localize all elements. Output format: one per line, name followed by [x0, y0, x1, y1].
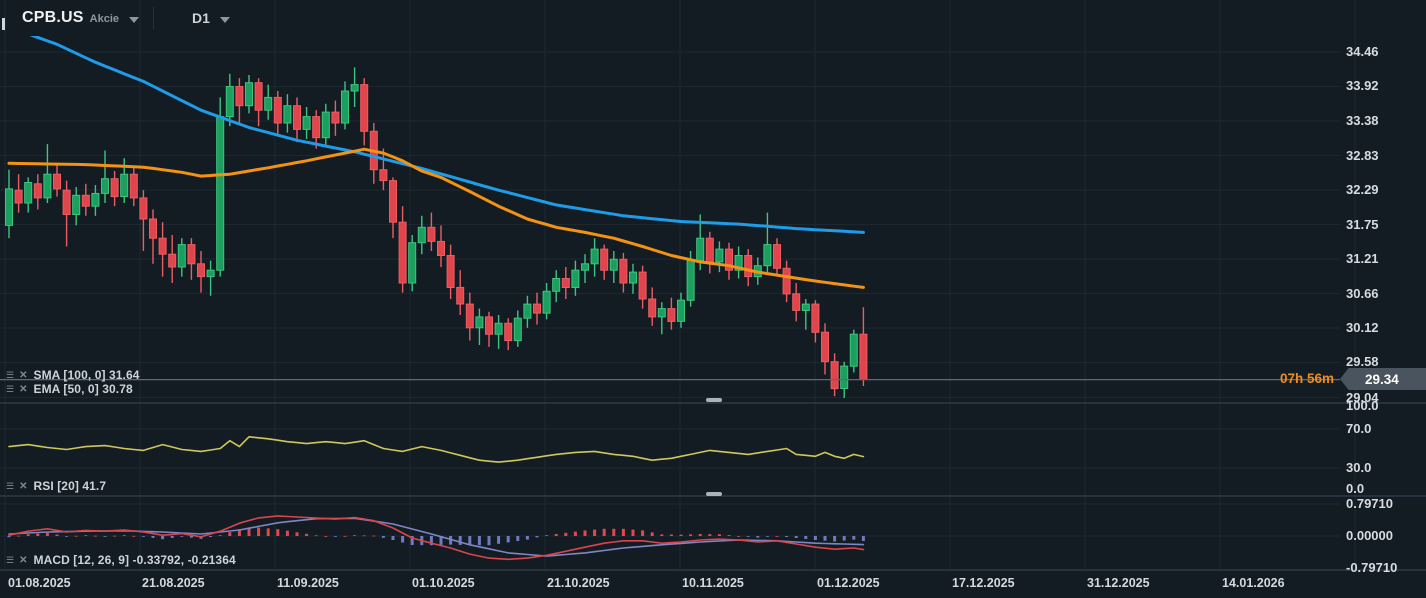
date-tick: 10.11.2025: [682, 576, 744, 590]
symbol-dropdown-caret-icon[interactable]: [129, 16, 140, 23]
ema-legend-label: EMA [50, 0] 30.78: [33, 382, 133, 396]
price-tick: 31.21: [1346, 251, 1379, 266]
price-tick: 29.04: [1346, 390, 1379, 405]
rsi-settings-icon[interactable]: ☰: [6, 480, 15, 491]
ema-settings-icon[interactable]: ☰: [6, 383, 15, 394]
timeframe-selector[interactable]: D1: [192, 10, 210, 26]
price-tick: 30.12: [1346, 320, 1379, 335]
price-tick: 34.46: [1346, 44, 1379, 59]
instrument-type-label: Akcie: [89, 13, 120, 25]
macd-legend-row: ☰ ✕ MACD [12, 26, 9] -0.33792, -0.21364: [6, 553, 236, 567]
macd-remove-icon[interactable]: ✕: [19, 554, 28, 566]
macd-tick: 0.79710: [1346, 496, 1393, 511]
current-price-tag: 29.34: [1340, 368, 1426, 390]
rsi-remove-icon[interactable]: ✕: [19, 480, 28, 492]
date-tick: 31.12.2025: [1087, 576, 1150, 590]
date-tick: 21.10.2025: [547, 576, 610, 590]
date-tick: 01.10.2025: [412, 576, 475, 590]
price-tick: 33.38: [1346, 113, 1379, 128]
price-tick: 33.92: [1346, 78, 1379, 93]
date-tick: 21.08.2025: [142, 576, 205, 590]
sma-legend-label: SMA [100, 0] 31.64: [33, 368, 140, 382]
date-tick: 11.09.2025: [277, 576, 339, 590]
rsi-tick: 70.0: [1346, 421, 1372, 436]
price-tick: 31.75: [1346, 217, 1379, 232]
chart-toolbar: CPB.US Akcie D1: [0, 0, 500, 36]
timeframe-dropdown-caret-icon[interactable]: [219, 16, 230, 23]
rsi-legend-label: RSI [20] 41.7: [33, 479, 107, 493]
price-tick: 29.58: [1346, 354, 1379, 369]
macd-legend-label: MACD [12, 26, 9] -0.33792, -0.21364: [33, 553, 236, 567]
date-tick: 14.01.2026: [1222, 576, 1285, 590]
macd-tick: -0.79710: [1346, 560, 1398, 575]
rsi-tick: 100.0: [1346, 398, 1379, 413]
sma-remove-icon[interactable]: ✕: [19, 369, 28, 381]
symbol-label[interactable]: CPB.US: [22, 9, 84, 26]
rsi-tick: 0.0: [1346, 481, 1365, 496]
date-tick: 01.12.2025: [817, 576, 880, 590]
toolbar-divider: [153, 7, 155, 29]
price-tick: 30.66: [1346, 286, 1379, 301]
ema-remove-icon[interactable]: ✕: [19, 383, 28, 395]
rsi-legend-row: ☰ ✕ RSI [20] 41.7: [6, 479, 106, 493]
candle-countdown-timer: 07h 56m: [1279, 371, 1334, 386]
macd-settings-icon[interactable]: ☰: [6, 554, 15, 565]
ema-legend-row: ☰ ✕ EMA [50, 0] 30.78: [6, 382, 133, 396]
price-tick: 32.83: [1346, 148, 1379, 163]
sma-settings-icon[interactable]: ☰: [6, 369, 15, 380]
date-tick: 01.08.2025: [8, 576, 71, 590]
date-tick: 17.12.2025: [952, 576, 1015, 590]
price-tick: 32.29: [1346, 182, 1379, 197]
left-edge-marker: [2, 18, 5, 30]
sma-legend-row: ☰ ✕ SMA [100, 0] 31.64: [6, 368, 140, 382]
macd-tick: 0.00000: [1346, 528, 1393, 543]
rsi-tick: 30.0: [1346, 460, 1372, 475]
